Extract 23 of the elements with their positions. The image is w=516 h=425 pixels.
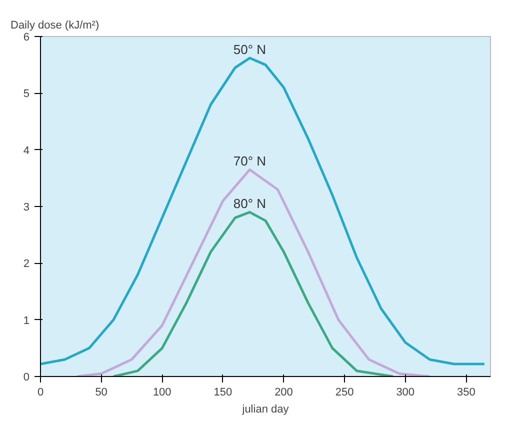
- line-series: [112, 210, 394, 376]
- x-axis-title: julian day: [241, 404, 290, 416]
- series-label: 50° N: [233, 42, 266, 58]
- y-tick-label: 5: [23, 88, 30, 100]
- y-axis-title: Daily dose (kJ/m²): [10, 20, 100, 32]
- series-label: 70° N: [233, 154, 266, 169]
- line-series: [40, 56, 486, 366]
- x-tick-label: 200: [274, 386, 293, 398]
- x-tick-label: 100: [152, 386, 172, 398]
- x-tick-label: 300: [396, 386, 415, 398]
- x-tick-label: 50: [95, 386, 108, 398]
- line-series: [76, 168, 431, 376]
- x-tick-label: 0: [37, 386, 44, 398]
- x-tick-label: 250: [335, 386, 354, 398]
- x-tick-label: 350: [457, 386, 476, 398]
- y-tick-label: 1: [23, 314, 30, 327]
- y-tick-label: 6: [23, 32, 30, 44]
- y-tick-label: 3: [23, 202, 30, 214]
- y-tick-label: 0: [23, 372, 30, 384]
- series-label: 80° N: [233, 196, 266, 212]
- x-tick-label: 150: [214, 386, 232, 398]
- y-tick-label: 4: [23, 144, 30, 157]
- y-tick-label: 2: [23, 258, 30, 270]
